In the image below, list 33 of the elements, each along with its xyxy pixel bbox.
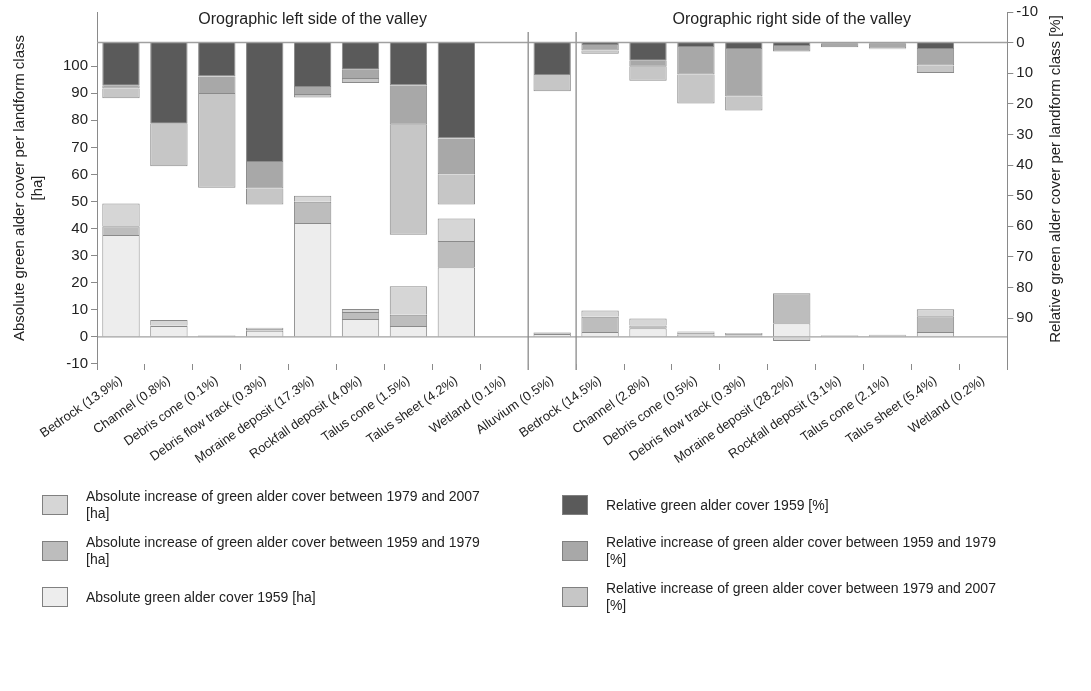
y2-tick-label: 0 (1016, 32, 1025, 50)
y2-tick-label: 10 (1016, 63, 1034, 81)
y-tick-label: 90 (71, 83, 89, 101)
annotation: Orographic right side of the valley (672, 10, 911, 28)
y2-tick-label: 30 (1016, 124, 1034, 142)
y-tick-label: 100 (63, 56, 89, 74)
legend-label: Absolute increase of green alder cover between 1979 and 2007 [ha] (86, 488, 481, 522)
legend-label: Relative increase of green alder cover between 1959 and 1979 [%] (606, 534, 997, 568)
y-tick-label: 30 (71, 245, 89, 263)
y2-tick-label: 50 (1016, 185, 1034, 203)
y-tick-label: 40 (71, 218, 89, 236)
y2-tick-label: 60 (1016, 216, 1034, 234)
y-tick-label: 50 (71, 191, 89, 209)
y-tick-label: 20 (71, 272, 89, 290)
y-tick-label: -10 (66, 354, 89, 372)
y2-tick-label: -10 (1016, 2, 1039, 20)
y2-tick-label: 70 (1016, 247, 1034, 264)
y-tick-label: 80 (71, 110, 89, 128)
legend-label: Absolute green alder cover 1959 [ha] (86, 588, 317, 606)
y-tick-label: 70 (71, 137, 89, 155)
y-axis-title: Absolute green alder cover per landform class [ha] (10, 34, 46, 343)
y2-tick-label: 40 (1016, 155, 1034, 173)
annotation: Orographic left side of the valley (198, 10, 427, 28)
y2-tick-label: 20 (1016, 93, 1034, 111)
y2-tick-label: 80 (1016, 277, 1034, 295)
y-tick-label: 60 (71, 164, 89, 182)
legend-label: Relative green alder cover 1959 [%] (606, 496, 830, 514)
y2-axis-title: Relative green alder cover per landform class [%] (1046, 14, 1064, 344)
y2-tick-label: 90 (1016, 308, 1034, 326)
legend-label: Absolute increase of green alder cover between 1959 and 1979 [ha] (86, 534, 481, 568)
y-tick-label: 0 (79, 327, 89, 345)
y-tick-label: 10 (71, 299, 89, 317)
legend-label: Relative increase of green alder cover between 1979 and 2007 [%] (606, 580, 997, 614)
